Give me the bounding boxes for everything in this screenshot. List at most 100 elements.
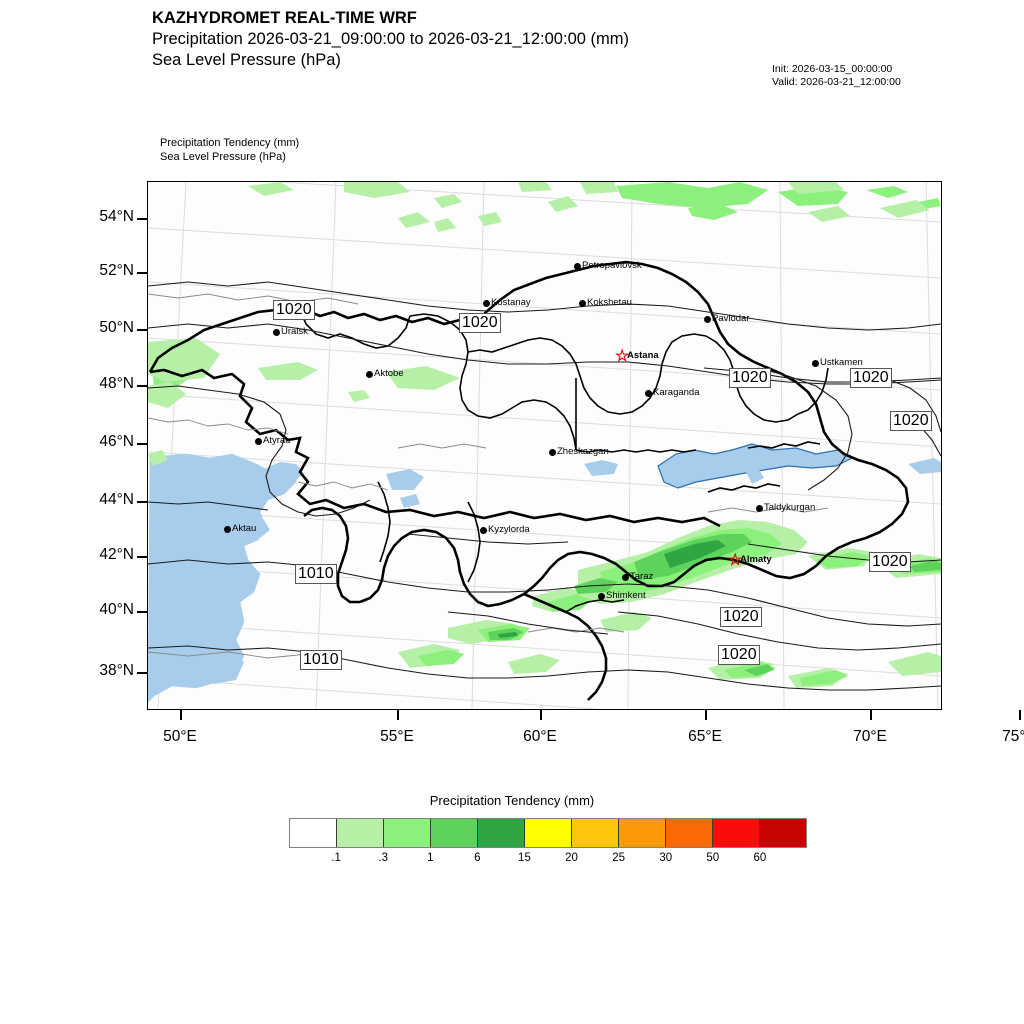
colorbar-tick-label: 60 <box>753 852 767 864</box>
longitude-tick <box>397 710 399 720</box>
map-frame: Petropavlovsk Kostanay Kokshetau Pavlodar Us… <box>147 181 942 710</box>
latitude-label: 42°N <box>99 546 134 563</box>
colorbar-tick-label: 50 <box>706 852 720 864</box>
colorbar-swatch[interactable] <box>619 819 666 847</box>
latitude-tick <box>137 611 147 613</box>
isobar-label: 1010 <box>295 564 337 584</box>
map-subtitle-slp: Sea Level Pressure (hPa) <box>160 151 286 163</box>
colorbar-tick-label: .1 <box>331 852 341 864</box>
city-marker-dot <box>223 525 231 533</box>
city-label: Zheskazgan <box>557 446 609 457</box>
isobar-label: 1020 <box>890 411 932 431</box>
isobar-label: 1020 <box>850 368 892 388</box>
longitude-tick <box>870 710 872 720</box>
city-marker-dot <box>573 262 581 270</box>
capital-star-icon: ☆ <box>615 348 630 365</box>
hydrography <box>148 293 829 659</box>
city-label: Kostanay <box>491 297 531 308</box>
province-borders <box>299 309 829 613</box>
city-label: Kokshetau <box>587 297 632 308</box>
isobar-label: 1010 <box>300 650 342 670</box>
city-label: Petropavlovsk <box>582 260 642 271</box>
colorbar-swatch[interactable] <box>572 819 619 847</box>
city-marker-dot <box>482 299 490 307</box>
colorbar-swatch[interactable] <box>290 819 337 847</box>
longitude-tick <box>705 710 707 720</box>
colorbar-swatch[interactable] <box>478 819 525 847</box>
colorbar-tick-label: 30 <box>659 852 673 864</box>
national-borders <box>148 260 910 701</box>
latitude-label: 40°N <box>99 601 134 618</box>
city-label: Taldykurgan <box>764 502 816 513</box>
colorbar-swatch[interactable] <box>337 819 384 847</box>
city-marker-dot <box>548 448 556 456</box>
header-precip-line: Precipitation 2026-03-21_09:00:00 to 202… <box>152 30 629 48</box>
longitude-tick <box>1019 710 1021 720</box>
city-label: Aktau <box>232 523 257 534</box>
colorbar[interactable]: .1 .3 1 6 15 20 25 30 50 60 <box>289 818 807 864</box>
colorbar-tick-label: 25 <box>612 852 626 864</box>
latitude-tick <box>137 672 147 674</box>
colorbar-tick-label: 1 <box>427 852 434 864</box>
map-subtitle: Precipitation Tendency (mm) Sea Level Pr… <box>160 136 299 164</box>
colorbar-tick-label: 6 <box>474 852 481 864</box>
longitude-label: 75°E <box>1002 728 1024 745</box>
colorbar-tick-label: 15 <box>518 852 531 864</box>
latitude-tick <box>137 218 147 220</box>
city-marker-dot <box>755 504 763 512</box>
city-label: Kyzylorda <box>488 524 530 535</box>
map-panel[interactable]: Petropavlovsk Kostanay Kokshetau Pavlodar Us… <box>137 181 1021 720</box>
latitude-tick <box>137 272 147 274</box>
colorbar-swatch[interactable] <box>760 819 806 847</box>
city-marker-dot <box>703 315 711 323</box>
latitude-tick <box>137 329 147 331</box>
isobar-label: 1020 <box>459 313 501 333</box>
latitude-tick <box>137 556 147 558</box>
latitude-tick <box>137 501 147 503</box>
header-block: KAZHYDROMET REAL-TIME WRF Precipitation … <box>152 8 852 71</box>
city-marker-dot <box>597 592 605 600</box>
water-bodies <box>148 443 941 703</box>
city-label: Shimkent <box>606 590 646 601</box>
latitude-label: 46°N <box>99 433 134 450</box>
city-marker-dot <box>578 299 586 307</box>
isobars <box>148 281 941 691</box>
colorbar-swatch[interactable] <box>384 819 431 847</box>
latitude-label: 48°N <box>99 375 134 392</box>
precipitation-field <box>148 182 941 688</box>
isobar-label: 1020 <box>718 645 760 665</box>
colorbar-swatch[interactable] <box>666 819 713 847</box>
longitude-tick <box>180 710 182 720</box>
city-label: Pavlodar <box>712 313 750 324</box>
latitude-label: 50°N <box>99 319 134 336</box>
colorbar-swatch[interactable] <box>713 819 760 847</box>
header-slp-line: Sea Level Pressure (hPa) <box>152 51 341 69</box>
colorbar-swatches[interactable] <box>289 818 807 848</box>
colorbar-swatch[interactable] <box>525 819 572 847</box>
isobar-label: 1020 <box>273 300 315 320</box>
longitude-label: 65°E <box>688 728 722 745</box>
colorbar-tick-label: 20 <box>565 852 578 864</box>
isobar-label: 1020 <box>869 552 911 572</box>
colorbar-swatch[interactable] <box>431 819 478 847</box>
city-marker-dot <box>365 370 373 378</box>
longitude-label: 70°E <box>853 728 887 745</box>
latitude-label: 38°N <box>99 662 134 679</box>
latitude-label: 54°N <box>99 208 134 225</box>
valid-time: Valid: 2026-03-21_12:00:00 <box>772 76 901 88</box>
city-label: Taraz <box>630 571 654 582</box>
colorbar-tick-labels: .1 .3 1 6 15 20 25 30 50 60 <box>289 852 807 868</box>
capital-star-icon: ☆ <box>728 552 743 569</box>
city-marker-dot <box>621 573 629 581</box>
city-label: Astana <box>627 350 659 361</box>
city-marker-dot <box>254 437 262 445</box>
latitude-tick <box>137 443 147 445</box>
city-marker-dot <box>644 389 652 397</box>
map-graphic <box>148 182 941 709</box>
city-label: Uralsk <box>281 326 308 337</box>
colorbar-tick-label: .3 <box>378 852 388 864</box>
city-label: Karaganda <box>653 387 700 398</box>
init-time: Init: 2026-03-15_00:00:00 <box>772 63 893 75</box>
latitude-label: 52°N <box>99 262 134 279</box>
city-marker-dot <box>479 526 487 534</box>
